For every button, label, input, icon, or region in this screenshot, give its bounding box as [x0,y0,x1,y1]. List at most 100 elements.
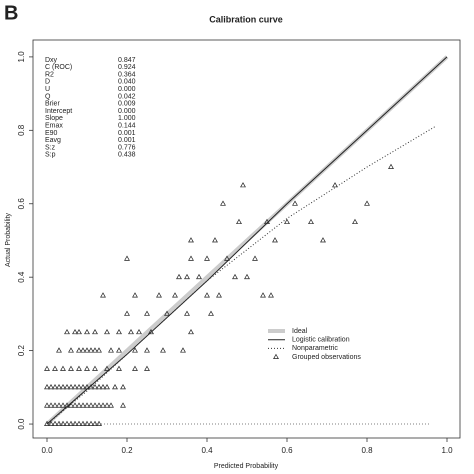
stat-label: E90 [45,130,58,137]
grouped-observation [84,384,90,390]
grouped-observation [352,218,358,225]
grouped-observation [92,420,98,426]
calibration-line [46,56,448,425]
grouped-observation [252,255,258,261]
grouped-observation [240,182,246,188]
grouped-observation [132,292,138,298]
stat-label: D [45,79,50,86]
grouped-observation [144,310,150,316]
grouped-observation [132,347,138,353]
grouped-observation [320,237,326,243]
grouped-observation [80,402,86,408]
grouped-observation [72,420,78,426]
grouped-observation [76,402,82,408]
stat-label: R2 [45,71,54,78]
x-tick-label: 0.6 [281,446,293,455]
stat-value: 0.924 [118,64,136,71]
stat-label: U [45,86,50,93]
grouped-observation [128,328,134,335]
stat-value: 0.000 [118,108,136,115]
stat-label: Slope [45,115,63,122]
grouped-observation [56,420,62,426]
grouped-observation [52,365,58,371]
grouped-observation [144,365,150,371]
grouped-observation [84,420,90,426]
stat-value: 0.040 [118,79,136,86]
grouped-observation [64,384,70,390]
grouped-observation [60,420,66,426]
y-axis-label: Actual Probability [5,212,12,267]
grouped-observation [112,384,118,390]
x-tick-label: 0.8 [361,446,373,455]
y-tick-label: 0.8 [17,124,26,136]
grouped-observation [176,273,182,280]
grouped-observation [108,347,114,353]
grouped-observation [76,420,82,426]
grouped-observation [284,218,290,225]
legend-label: Ideal [292,328,308,335]
stat-value: 1.000 [118,115,136,122]
grouped-observation [80,384,86,390]
grouped-observation [96,347,102,353]
stat-label: Brier [45,101,60,108]
legend-label: Logistic calibration [292,337,350,344]
y-tick-label: 0.6 [17,198,26,210]
grouped-observation [64,402,70,408]
grouped-observation [88,420,94,426]
grouped-observation [80,347,86,353]
stat-value: 0.000 [118,86,136,93]
grouped-observation [308,218,314,225]
grouped-observation [56,347,62,353]
y-tick-label: 0.2 [17,345,26,357]
grouped-observation [104,402,110,408]
grouped-observation [124,255,130,261]
stat-value: 0.364 [118,71,136,78]
grouped-observation [260,292,266,298]
grouped-observation [188,328,194,335]
grouped-observation [76,328,82,335]
grouped-observation [232,273,238,280]
grouped-observation [180,347,186,353]
grouped-observation [48,384,54,390]
grouped-observation [216,292,222,298]
y-tick-label: 0.4 [17,271,26,283]
stat-value: 0.001 [118,137,136,144]
stat-value: 0.847 [118,57,136,64]
grouped-observation [224,255,230,261]
grouped-observation [388,163,394,169]
grouped-observation [208,310,214,316]
grouped-observation [184,273,190,280]
stat-label: Dxy [45,57,58,64]
grouped-observation [236,218,242,225]
grouped-observation [204,255,210,261]
grouped-observation [68,384,74,390]
grouped-observation [92,384,98,390]
grouped-observation [116,328,122,335]
grouped-observation [132,365,138,371]
grouped-observation [104,328,110,335]
panel-label: B [4,2,18,24]
grouped-observation [184,310,190,316]
stat-label: Q [45,93,51,100]
stat-label: Intercept [45,108,72,115]
grouped-observation [172,292,178,298]
grouped-observation [96,420,102,426]
grouped-observation [104,384,110,390]
grouped-observation [88,402,94,408]
calibration-line [46,126,436,425]
grouped-observation [68,402,74,408]
grouped-observation [92,347,98,353]
grouped-observation [124,310,130,316]
stat-label: Emax [45,123,63,130]
grouped-observation [84,347,90,353]
grouped-observation [52,420,58,426]
grouped-observation [84,365,90,371]
grouped-observation [264,218,270,225]
grouped-observation [92,328,98,335]
x-tick-label: 0.2 [121,446,133,455]
grouped-observation [272,237,278,243]
grouped-observation [332,182,338,188]
grouped-observation [68,420,74,426]
grouped-observation [72,384,78,390]
